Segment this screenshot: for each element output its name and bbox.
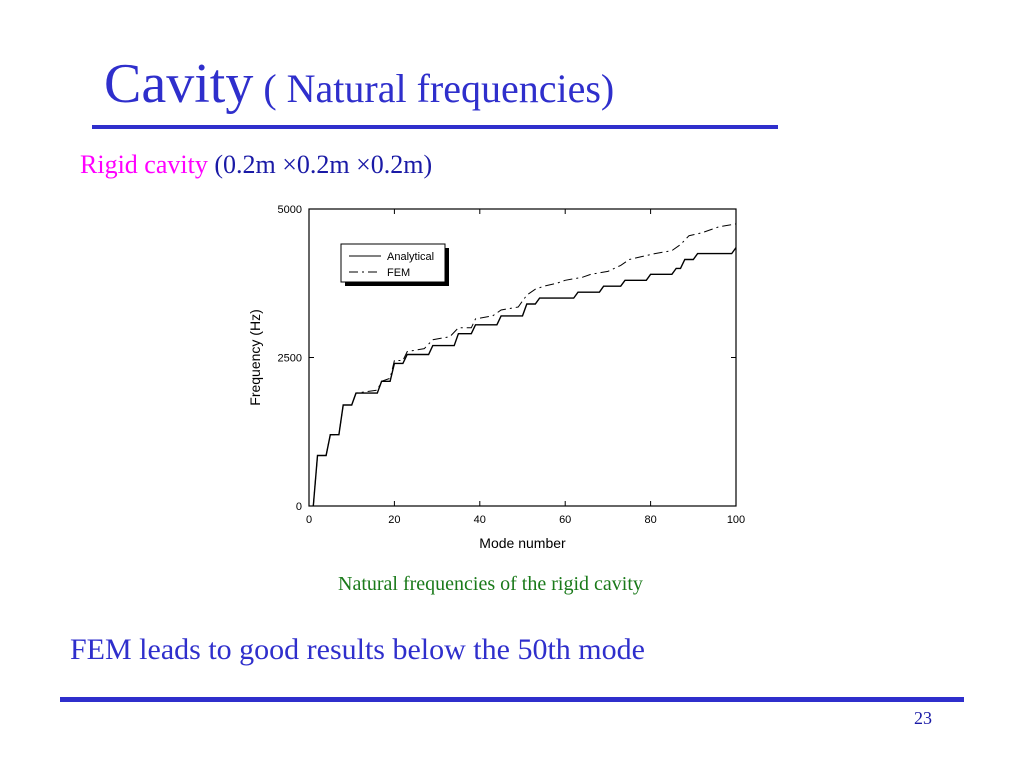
x-tick-label: 60 [559,514,571,526]
chart-legend: Analytical FEM [340,243,449,286]
slide-title-sub: ( Natural frequencies) [253,66,615,111]
series-line-fem [312,223,737,507]
figure-caption: Natural frequencies of the rigid cavity [338,573,643,595]
x-tick-label: 40 [474,514,486,526]
series-line-analytical [312,247,737,507]
title-underline [92,125,778,129]
x-tick-label: 100 [727,514,745,526]
x-tick-label: 80 [644,514,656,526]
x-tick-label: 0 [306,514,312,526]
legend-box [340,243,446,283]
legend-label-analytical: Analytical [387,251,434,263]
x-axis-label: Mode number [479,535,566,551]
x-tick-label: 20 [388,514,400,526]
footer-rule [60,697,964,702]
subtitle: Rigid cavity (0.2m ×0.2m ×0.2m) [80,150,432,180]
y-tick-label: 5000 [278,204,302,216]
y-tick-label: 0 [296,501,302,513]
slide-title: Cavity ( Natural frequencies) [104,56,614,112]
chart-svg: 0 20 40 60 80 100 0 2500 5000 Mode number Frequenc… [247,204,745,551]
conclusion-text: FEM leads to good results below the 50th… [70,633,645,666]
page-number: 23 [914,708,932,728]
subtitle-dimensions: (0.2m ×0.2m ×0.2m) [207,150,433,179]
y-tick-label: 2500 [278,353,302,365]
frequency-chart: 0 20 40 60 80 100 0 2500 5000 Mode number Frequenc… [240,196,760,556]
slide-title-main: Cavity [104,53,254,115]
y-axis-label: Frequency (Hz) [247,309,263,405]
subtitle-accent: Rigid cavity [80,150,208,179]
legend-label-fem: FEM [387,267,410,279]
